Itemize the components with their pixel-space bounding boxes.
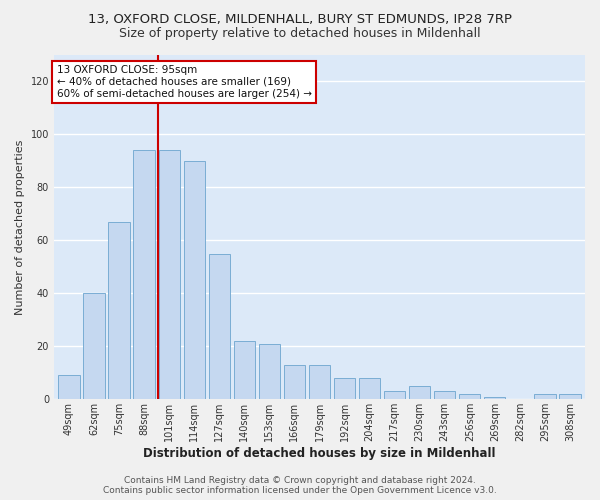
- Bar: [158, 150, 180, 400]
- Bar: [109, 222, 130, 400]
- Bar: [334, 378, 355, 400]
- Bar: [359, 378, 380, 400]
- Bar: [434, 392, 455, 400]
- X-axis label: Distribution of detached houses by size in Mildenhall: Distribution of detached houses by size …: [143, 447, 496, 460]
- Bar: [58, 376, 80, 400]
- Bar: [309, 365, 330, 400]
- Text: 13 OXFORD CLOSE: 95sqm
← 40% of detached houses are smaller (169)
60% of semi-de: 13 OXFORD CLOSE: 95sqm ← 40% of detached…: [56, 66, 311, 98]
- Text: Size of property relative to detached houses in Mildenhall: Size of property relative to detached ho…: [119, 28, 481, 40]
- Bar: [409, 386, 430, 400]
- Bar: [184, 161, 205, 400]
- Bar: [259, 344, 280, 400]
- Bar: [384, 392, 405, 400]
- Bar: [459, 394, 481, 400]
- Y-axis label: Number of detached properties: Number of detached properties: [15, 140, 25, 315]
- Bar: [534, 394, 556, 400]
- Bar: [83, 294, 104, 400]
- Bar: [209, 254, 230, 400]
- Bar: [233, 341, 255, 400]
- Bar: [284, 365, 305, 400]
- Bar: [133, 150, 155, 400]
- Text: Contains HM Land Registry data © Crown copyright and database right 2024.
Contai: Contains HM Land Registry data © Crown c…: [103, 476, 497, 495]
- Bar: [484, 396, 505, 400]
- Bar: [559, 394, 581, 400]
- Text: 13, OXFORD CLOSE, MILDENHALL, BURY ST EDMUNDS, IP28 7RP: 13, OXFORD CLOSE, MILDENHALL, BURY ST ED…: [88, 12, 512, 26]
